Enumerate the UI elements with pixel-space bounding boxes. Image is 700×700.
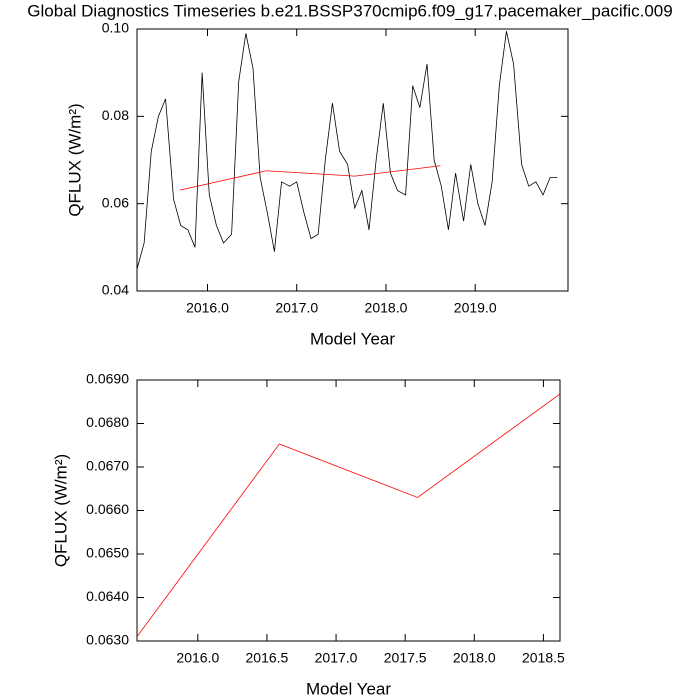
y-tick-label: 0.0670 xyxy=(86,458,129,474)
x-tick-label: 2017.0 xyxy=(275,300,318,316)
y-tick-label: 0.06 xyxy=(102,194,129,210)
x-tick-label: 2016.5 xyxy=(246,650,289,666)
x-tick-label: 2018.5 xyxy=(522,650,565,666)
y-tick-label: 0.10 xyxy=(102,20,129,36)
plot-frame xyxy=(136,379,561,642)
x-tick-label: 2016.0 xyxy=(186,300,229,316)
y-tick-label: 0.04 xyxy=(102,282,129,298)
y-tick-label: 0.0650 xyxy=(86,545,129,561)
x-axis-label: Model Year xyxy=(306,679,391,698)
y-tick-label: 0.0690 xyxy=(86,371,129,387)
y-tick-label: 0.08 xyxy=(102,107,129,123)
series-line xyxy=(179,165,441,191)
x-tick-label: 2018.0 xyxy=(365,300,408,316)
x-axis-label: Model Year xyxy=(310,329,395,348)
y-tick-label: 0.0680 xyxy=(86,414,129,430)
y-tick-label: 0.0630 xyxy=(86,632,129,648)
series-line xyxy=(136,393,561,637)
x-tick-label: 2016.0 xyxy=(176,650,219,666)
plot-frame xyxy=(136,28,569,292)
chart-title: Global Diagnostics Timeseries b.e21.BSSP… xyxy=(27,1,672,20)
y-tick-label: 0.0640 xyxy=(86,588,129,604)
x-tick-label: 2017.0 xyxy=(315,650,358,666)
series-line xyxy=(136,31,558,270)
x-tick-label: 2019.0 xyxy=(454,300,497,316)
y-axis-label: QFLUX (W/m²) xyxy=(51,454,70,567)
x-tick-label: 2018.0 xyxy=(453,650,496,666)
y-axis-label: QFLUX (W/m²) xyxy=(65,103,84,216)
x-tick-label: 2017.5 xyxy=(384,650,427,666)
y-tick-label: 0.0660 xyxy=(86,501,129,517)
